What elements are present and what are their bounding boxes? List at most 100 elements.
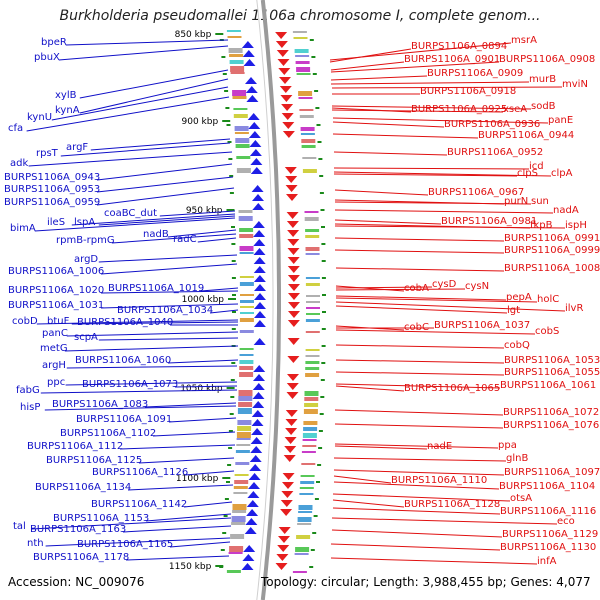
feature-block bbox=[227, 36, 242, 38]
label-leader-line bbox=[34, 217, 236, 232]
gene-label: BURPS1106A_1053 bbox=[504, 355, 600, 366]
feature-block bbox=[234, 132, 249, 134]
gene-label: xseA bbox=[503, 104, 527, 115]
gene-label: coaBC_dut bbox=[104, 208, 157, 219]
reverse-gene-arrow bbox=[287, 248, 300, 255]
feature-block bbox=[306, 301, 320, 303]
reverse-gene-arrow bbox=[285, 410, 298, 417]
feature-block bbox=[234, 126, 249, 131]
forward-gene-arrow bbox=[247, 113, 260, 120]
gene-label: fkpB bbox=[530, 220, 553, 231]
feature-block bbox=[231, 522, 246, 525]
label-leader-line bbox=[333, 469, 505, 476]
feature-block bbox=[239, 246, 254, 251]
feature-block bbox=[240, 312, 254, 314]
forward-gene-arrow bbox=[253, 275, 266, 282]
feature-block bbox=[230, 66, 245, 72]
forward-gene-arrow bbox=[253, 230, 266, 237]
gene-label: argH bbox=[42, 360, 66, 371]
feature-block bbox=[237, 408, 252, 414]
gene-label: nth bbox=[27, 538, 44, 549]
gene-label: BURPS1106A_1097 bbox=[504, 467, 600, 478]
forward-gene-arrow bbox=[253, 320, 266, 327]
feature-block bbox=[306, 307, 320, 309]
forward-gene-arrow bbox=[250, 446, 263, 453]
label-leader-line bbox=[329, 48, 412, 63]
label-leader-line bbox=[333, 481, 500, 490]
gene-label: cobQ bbox=[504, 340, 530, 351]
feature-block bbox=[301, 139, 316, 143]
feature-block bbox=[239, 366, 254, 370]
reverse-gene-arrow bbox=[282, 131, 295, 138]
gene-label: metG bbox=[40, 343, 68, 354]
feature-block bbox=[239, 348, 254, 350]
reverse-gene-arrow bbox=[275, 41, 288, 48]
gene-label: BURPS1106A_1130 bbox=[500, 542, 596, 553]
map-title: Burkholderia pseudomallei 1106a chromoso… bbox=[59, 8, 541, 24]
reverse-gene-arrow bbox=[287, 266, 300, 273]
label-leader-line bbox=[159, 210, 236, 217]
label-leader-line bbox=[66, 365, 238, 369]
reverse-gene-arrow bbox=[276, 554, 289, 561]
gene-label: xylB bbox=[55, 90, 77, 101]
gene-label: BURPS1106A_1083 bbox=[52, 399, 148, 410]
gene-label: BURPS1106A_1019 bbox=[108, 283, 204, 294]
gene-label: ileS bbox=[47, 217, 65, 228]
gene-label: BURPS1106A_1040 bbox=[77, 317, 173, 328]
forward-gene-arrow bbox=[246, 509, 259, 516]
gene-label: BURPS1106A_1072 bbox=[503, 407, 599, 418]
label-leader-line bbox=[167, 359, 239, 364]
feature-block bbox=[304, 403, 319, 407]
feature-block bbox=[239, 354, 254, 356]
gene-label: pepA bbox=[506, 292, 532, 303]
forward-gene-arrow bbox=[243, 545, 256, 552]
feature-block bbox=[300, 127, 315, 131]
gene-label: BURPS1106A_0967 bbox=[428, 187, 524, 198]
forward-gene-arrow bbox=[241, 563, 254, 570]
feature-block bbox=[236, 156, 251, 159]
label-leader-line bbox=[335, 385, 405, 392]
feature-block bbox=[229, 546, 244, 552]
gene-label: sodB bbox=[531, 101, 556, 112]
gene-label: BURPS1106A_1091 bbox=[76, 414, 172, 425]
gene-label: cfa bbox=[8, 123, 23, 134]
forward-gene-arrow bbox=[249, 140, 262, 147]
gene-label: adk bbox=[10, 158, 28, 169]
label-leader-line bbox=[331, 105, 532, 110]
reverse-gene-arrow bbox=[284, 446, 297, 453]
feature-block bbox=[305, 229, 320, 232]
label-leader-line bbox=[169, 541, 231, 548]
feature-block bbox=[232, 96, 247, 99]
feature-block bbox=[234, 474, 249, 476]
forward-gene-arrow bbox=[252, 194, 264, 201]
ruler-label: 1000 kbp bbox=[182, 295, 225, 305]
label-leader-line bbox=[98, 215, 236, 226]
feature-block bbox=[239, 372, 254, 377]
gene-label: BURPS1106A_1055 bbox=[504, 367, 600, 378]
feature-block bbox=[230, 534, 245, 539]
feature-block bbox=[305, 235, 320, 238]
reverse-gene-arrow bbox=[287, 275, 300, 282]
gene-label: BURPS1106A_0981 bbox=[441, 216, 537, 227]
feature-block bbox=[233, 108, 248, 110]
gene-label: icd bbox=[529, 161, 544, 172]
forward-gene-arrow bbox=[251, 410, 264, 417]
feature-block bbox=[296, 73, 311, 75]
feature-block bbox=[305, 361, 320, 364]
label-leader-line bbox=[51, 86, 229, 121]
label-leader-line bbox=[44, 405, 237, 411]
label-leader-line bbox=[332, 121, 445, 128]
label-leader-line bbox=[333, 171, 552, 177]
gene-label: BURPS1106A_1125 bbox=[46, 455, 142, 466]
forward-gene-arrow bbox=[253, 248, 266, 255]
gene-label: cysD bbox=[432, 279, 457, 290]
backbone-track bbox=[256, 0, 281, 600]
forward-gene-arrow bbox=[251, 419, 264, 426]
gene-label: ppa bbox=[498, 440, 517, 451]
feature-block bbox=[239, 276, 254, 278]
label-leader-line bbox=[31, 517, 232, 530]
gene-label: cysN bbox=[465, 281, 489, 292]
label-leader-line bbox=[330, 81, 530, 85]
label-leader-line bbox=[71, 321, 239, 325]
